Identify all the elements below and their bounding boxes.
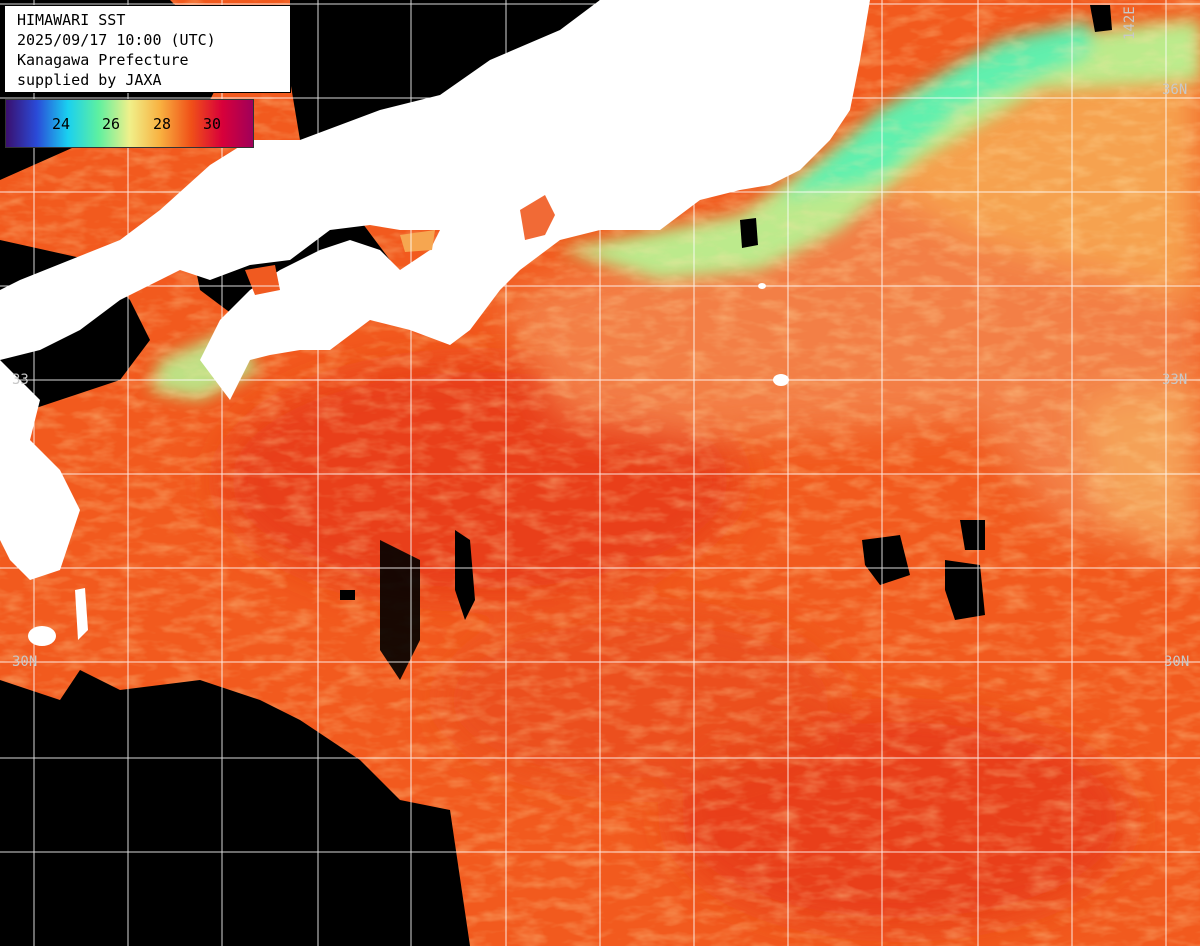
map-title: HIMAWARI SST: [17, 11, 126, 29]
legend-tick-28: 28: [152, 115, 172, 133]
kyushu: [0, 360, 80, 580]
region-name: Kanagawa Prefecture: [17, 51, 189, 69]
lat-label-33-left: 33: [12, 372, 29, 388]
data-credit: supplied by JAXA: [17, 71, 162, 89]
lat-label-36n: 36N: [1162, 82, 1188, 98]
coastal-warm-patches: [245, 195, 555, 295]
legend-tick-26: 26: [101, 115, 121, 133]
lat-label-33n: 33N: [1162, 372, 1188, 388]
legend-tick-30: 30: [202, 115, 222, 133]
observation-time: 2025/09/17 10:00 (UTC): [17, 31, 216, 49]
color-legend-gradient: [6, 100, 253, 147]
lon-label-142e: 142E: [1122, 6, 1138, 40]
honshu: [0, 0, 870, 400]
lat-label-30n-left: 30N: [12, 654, 38, 670]
land: [0, 0, 870, 646]
legend-tick-24: 24: [51, 115, 71, 133]
lat-label-30n: 30N: [1164, 654, 1190, 670]
color-legend: 24 26 28 30: [5, 99, 254, 148]
info-box: HIMAWARI SST 2025/09/17 10:00 (UTC) Kana…: [4, 5, 291, 93]
